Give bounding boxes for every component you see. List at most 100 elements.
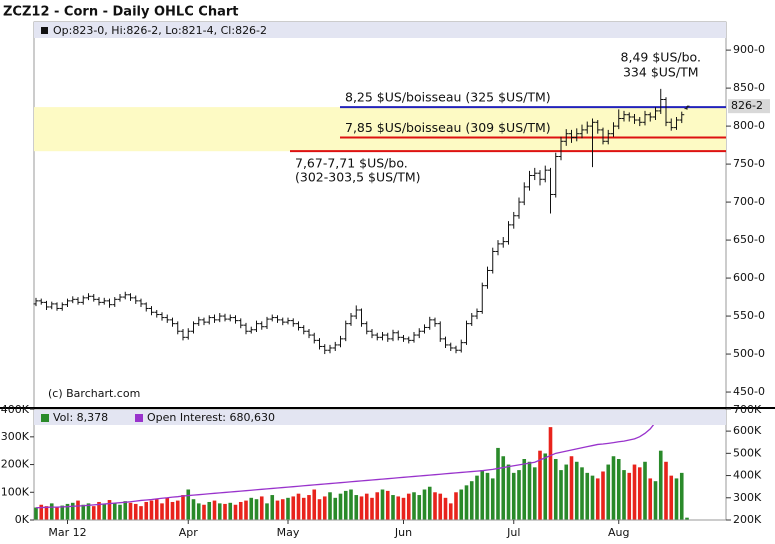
- volume-bar: [160, 503, 164, 520]
- volume-bar: [632, 464, 637, 520]
- volume-bar: [438, 493, 443, 520]
- volume-bar: [574, 461, 579, 520]
- volume-bar: [548, 427, 553, 520]
- volume-bar: [291, 496, 296, 520]
- volume-bar: [181, 495, 185, 520]
- legend-label: Vol: 8,378: [53, 411, 108, 424]
- volume-bar: [34, 507, 38, 520]
- volume-bar: [76, 500, 80, 520]
- peak-note: 8,49 $US/bo.: [621, 49, 701, 64]
- volume-bar: [118, 504, 122, 520]
- last-price-label: 826-2: [731, 99, 763, 112]
- volume-bar: [433, 492, 437, 520]
- volume-bar: [606, 464, 611, 520]
- volume-bar: [244, 500, 248, 520]
- volume-bar: [107, 500, 112, 520]
- y2-tick-label: 600K: [733, 424, 762, 437]
- y-tick-label: 850-0: [733, 81, 765, 94]
- y2-tick-label: 300K: [733, 491, 762, 504]
- volume-bar: [412, 492, 416, 520]
- y-tick-label: 450-0: [733, 385, 765, 398]
- volume-bar: [480, 470, 485, 520]
- volume-bar: [464, 485, 469, 520]
- volume-bar: [443, 497, 448, 520]
- volume-bar: [616, 459, 621, 520]
- volume-bar: [401, 497, 406, 520]
- level-label: (302-303,5 $US/TM): [295, 170, 421, 185]
- volume-bar: [55, 506, 59, 520]
- volume-bar: [475, 475, 479, 520]
- volume-bar: [254, 499, 259, 520]
- volume-bar: [212, 500, 217, 520]
- volume-bar: [349, 489, 353, 520]
- volume-bar: [538, 450, 542, 520]
- volume-bar: [217, 503, 222, 520]
- volume-bar: [543, 453, 548, 520]
- volume-bar: [196, 503, 201, 520]
- volume-bar: [259, 496, 264, 520]
- volume-bar: [86, 503, 91, 520]
- volume-bar: [228, 502, 233, 520]
- y-tick-label: 500-0: [733, 347, 765, 360]
- legend-label: Open Interest: 680,630: [147, 411, 275, 424]
- volume-bar: [532, 467, 537, 520]
- volume-bar: [522, 459, 527, 520]
- volume-bar: [123, 501, 128, 520]
- volume-bar: [317, 499, 322, 520]
- price-panel: [33, 21, 727, 409]
- volume-bar: [590, 475, 595, 520]
- y-tick-label: 200K: [1, 458, 30, 471]
- volume-bar: [70, 502, 75, 520]
- volume-bar: [454, 492, 458, 520]
- volume-bar: [322, 496, 327, 520]
- volume-bar: [301, 497, 306, 520]
- volume-bar: [207, 501, 212, 520]
- volume-bar: [506, 464, 511, 520]
- volume-bar: [648, 478, 653, 520]
- volume-bar: [459, 489, 464, 520]
- volume-bar: [375, 492, 380, 520]
- volume-bar: [49, 503, 54, 520]
- volume-bar: [149, 500, 154, 520]
- y-tick-label: 750-0: [733, 157, 765, 170]
- volume-bar: [249, 497, 254, 520]
- volume-bar: [238, 501, 243, 520]
- volume-bar: [469, 481, 474, 520]
- volume-bar: [385, 490, 390, 520]
- volume-bar: [658, 450, 663, 520]
- volume-bar: [490, 478, 495, 520]
- chart-title: ZCZ12 - Corn - Daily OHLC Chart: [3, 5, 238, 20]
- volume-bar: [553, 459, 558, 520]
- volume-bar: [674, 478, 679, 520]
- peak-note: 334 $US/TM: [623, 64, 699, 79]
- volume-bar: [564, 464, 569, 520]
- level-label: 8,25 $US/boisseau (325 $US/TM): [345, 90, 551, 105]
- volume-bar: [511, 472, 516, 520]
- volume-bar: [191, 499, 196, 520]
- legend-swatch: [41, 414, 49, 422]
- volume-bar: [380, 489, 385, 520]
- volume-bar: [296, 493, 301, 520]
- volume-bar: [133, 503, 138, 520]
- volume-bar: [354, 495, 359, 520]
- volume-bar: [202, 504, 206, 520]
- volume-bar: [154, 499, 159, 520]
- volume-bar: [427, 486, 432, 520]
- volume-bar: [653, 481, 658, 520]
- volume-bar: [275, 500, 280, 520]
- volume-bar: [364, 493, 369, 520]
- volume-bar: [280, 499, 285, 520]
- y-tick-label: 650-0: [733, 233, 765, 246]
- volume-bar: [601, 471, 605, 520]
- price-layer: 8,25 $US/boisseau (325 $US/TM) 7,85 $US/b…: [33, 49, 726, 355]
- y2-tick-label: 500K: [733, 446, 762, 459]
- volume-bar: [265, 503, 269, 520]
- y-tick-label: 400K: [1, 403, 30, 416]
- volume-layer: [34, 412, 689, 520]
- y2-tick-label: 200K: [733, 513, 762, 526]
- volume-bar: [343, 490, 348, 520]
- ohlc-info: Op:823-0, Hi:826-2, Lo:821-4, Cl:826-2: [53, 24, 267, 37]
- volume-bar: [391, 495, 395, 520]
- volume-bar: [186, 489, 191, 520]
